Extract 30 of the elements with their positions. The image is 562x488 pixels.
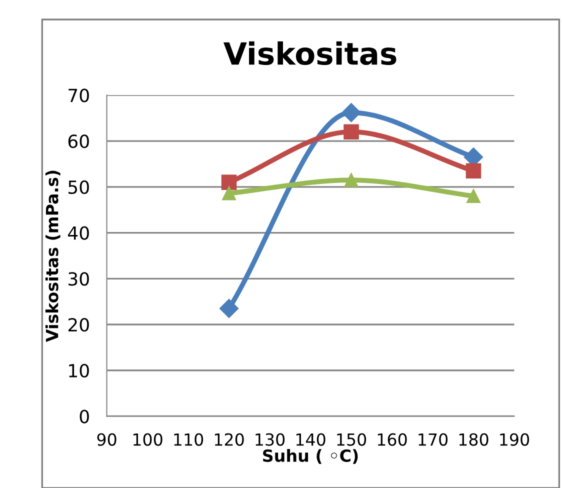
y-tick-label: 60 [68, 134, 89, 148]
y-tick-label: 30 [68, 272, 89, 286]
x-tick-label: 120 [214, 433, 244, 446]
point [344, 124, 359, 140]
y-tick-label: 0 [80, 410, 89, 424]
x-tick-label: 190 [500, 433, 530, 446]
x-tick-label: 130 [256, 433, 285, 446]
x-tick-label: 100 [133, 433, 162, 446]
x-tick-label: 90 [97, 433, 116, 446]
point [221, 174, 237, 190]
y-tick-label: 20 [68, 318, 89, 332]
point [344, 173, 358, 187]
y-tick-label: 40 [68, 226, 89, 240]
x-tick-label: 160 [378, 433, 407, 446]
chart-title: Viskositas [223, 41, 396, 66]
y-tick-label: 10 [69, 364, 89, 378]
point [222, 186, 236, 200]
y-axis-title: Viskositas (mPa.s) [45, 170, 60, 342]
x-tick-label: 180 [459, 433, 488, 446]
y-tick-label: 70 [68, 88, 89, 102]
point [466, 189, 480, 204]
x-tick-label: 110 [174, 433, 204, 446]
x-tick-label: 170 [418, 433, 448, 446]
x-tick-label: 150 [337, 433, 366, 446]
point [219, 298, 239, 318]
point [466, 163, 482, 178]
point [342, 103, 361, 122]
y-tick-label: 50 [68, 180, 89, 194]
x-tick-label: 140 [296, 433, 326, 446]
x-axis-title: Suhu ( ◦C) [263, 449, 358, 464]
